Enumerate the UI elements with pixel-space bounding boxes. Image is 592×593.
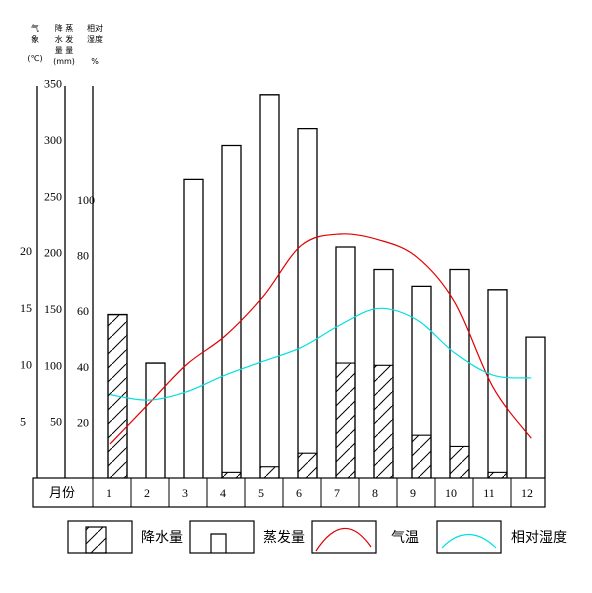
temp-tick-10: 10 <box>20 358 32 372</box>
precip-bar-6 <box>297 452 318 479</box>
legend-humidity-swatch <box>441 534 497 549</box>
evap-bar-2 <box>145 362 166 478</box>
water-tick-50: 50 <box>50 415 62 429</box>
water-tick-100: 100 <box>44 358 62 372</box>
evap-bar-6 <box>297 127 318 478</box>
month-label-2: 2 <box>144 486 150 500</box>
precip-bar-11 <box>487 471 508 479</box>
month-row-frame <box>32 477 546 508</box>
legend-precip-swatch <box>85 526 107 554</box>
humidity-axis-header: 相对 湿度 % <box>82 23 108 67</box>
legend-evap-frame <box>189 520 255 554</box>
axes <box>36 86 94 478</box>
water-header-line-1: 降 蒸 <box>54 24 74 33</box>
humidity-header-line-1: 相对 <box>87 24 103 33</box>
legend-temp-label: 气温 <box>391 530 419 546</box>
month-label-12: 12 <box>521 486 533 500</box>
temp-header-line-2: 象 <box>31 35 39 44</box>
water-axis-header: 降 蒸 水 发 量 量 (mm) <box>47 23 81 67</box>
humidity-tick-80: 80 <box>77 249 89 263</box>
evap-bar-9 <box>411 285 432 478</box>
legend-evap-swatch <box>210 533 227 553</box>
lines-layer <box>109 233 532 445</box>
evap-bar-12 <box>525 336 546 478</box>
temp-line <box>109 233 532 445</box>
month-row: 月份 1 2 3 4 5 6 7 8 9 10 11 12 <box>32 477 546 508</box>
temp-tick-20: 20 <box>20 244 32 258</box>
humidity-tick-40: 40 <box>77 360 89 374</box>
month-label-10: 10 <box>445 486 457 500</box>
month-label-8: 8 <box>372 486 378 500</box>
month-label-11: 11 <box>483 486 495 500</box>
legend-item-temp: 气温 <box>311 520 419 554</box>
water-tick-350: 350 <box>44 77 62 91</box>
humidity-tick-20: 20 <box>77 415 89 429</box>
temp-axis-header: 气 象 (℃) <box>24 23 46 64</box>
legend-temp-swatch <box>315 527 372 552</box>
evap-bar-5 <box>259 94 280 478</box>
humidity-header-unit: % <box>91 57 99 66</box>
legend-item-evap: 蒸发量 <box>189 520 305 554</box>
month-label-5: 5 <box>258 486 264 500</box>
water-header-unit: (mm) <box>53 57 75 66</box>
legend-precip-label: 降水量 <box>141 530 183 546</box>
temp-tick-15: 15 <box>20 301 32 315</box>
water-tick-300: 300 <box>44 133 62 147</box>
precip-bar-8 <box>373 364 394 479</box>
precip-bar-7 <box>335 362 356 479</box>
bars-layer <box>107 94 546 479</box>
legend-evap-label: 蒸发量 <box>263 530 305 546</box>
humidity-line <box>109 307 532 401</box>
water-tick-150: 150 <box>44 302 62 316</box>
month-label-3: 3 <box>182 486 188 500</box>
humidity-tick-100: 100 <box>77 193 95 207</box>
legend: 降水量 蒸发量 气温 相对湿度 <box>67 520 567 554</box>
precip-bar-5 <box>259 466 280 479</box>
evap-bar-4 <box>221 144 242 478</box>
evap-bar-3 <box>183 178 204 478</box>
precip-bar-10 <box>449 445 470 479</box>
temp-header-unit: (℃) <box>27 54 43 63</box>
legend-item-precip: 降水量 <box>67 520 183 554</box>
water-header-line-2: 水 发 <box>54 35 74 44</box>
evap-bar-7 <box>335 246 356 478</box>
evap-bar-11 <box>487 289 508 478</box>
humidity-tick-60: 60 <box>77 304 89 318</box>
precip-bar-4 <box>221 471 242 479</box>
temp-header-line-1: 气 <box>31 24 39 33</box>
month-label-6: 6 <box>296 486 302 500</box>
legend-item-humidity: 相对湿度 <box>436 520 567 554</box>
month-label-7: 7 <box>334 486 340 500</box>
humidity-header-line-2: 湿度 <box>87 35 103 44</box>
water-tick-250: 250 <box>44 189 62 203</box>
month-label-1: 1 <box>106 486 112 500</box>
temp-tick-5: 5 <box>20 414 26 428</box>
legend-humidity-label: 相对湿度 <box>511 530 567 546</box>
month-axis-label: 月份 <box>49 486 75 501</box>
month-label-9: 9 <box>410 486 416 500</box>
tick-labels-layer: 5 10 15 20 50 100 150 200 250 300 350 20 40 60 80 100 <box>20 77 95 430</box>
legend-humidity-frame <box>436 520 502 554</box>
month-label-4: 4 <box>220 486 226 500</box>
precip-bar-9 <box>411 434 432 479</box>
legend-temp-frame <box>311 520 377 554</box>
water-header-line-3: 量 量 <box>54 46 74 55</box>
evap-bar-10 <box>449 268 470 478</box>
water-tick-200: 200 <box>44 246 62 260</box>
